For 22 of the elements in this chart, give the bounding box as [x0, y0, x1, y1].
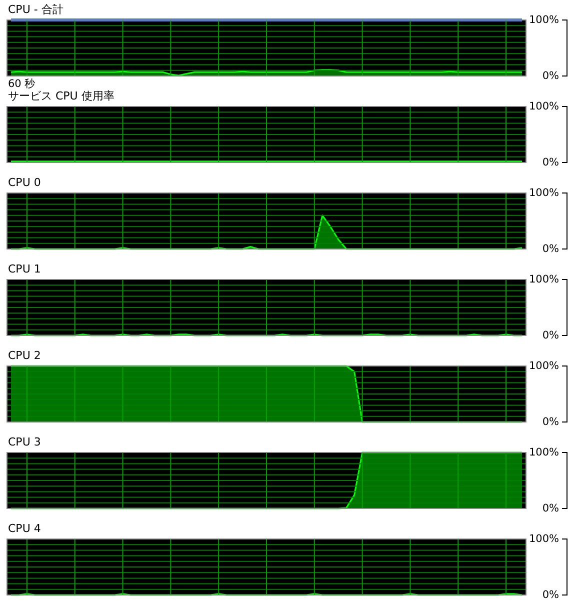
- y-tick-label: 100%: [528, 446, 560, 458]
- y-tick-label: 100%: [528, 100, 560, 112]
- x-axis-title: 60 秒: [8, 78, 36, 90]
- y-tick-label: 0%: [542, 70, 560, 82]
- y-tick-label: 0%: [542, 589, 560, 601]
- y-tick-label: 0%: [542, 243, 560, 255]
- y-tick-label: 100%: [528, 533, 560, 545]
- y-tick-label: 100%: [528, 187, 560, 199]
- y-tick-label: 100%: [528, 274, 560, 286]
- chart-title: CPU 4: [8, 522, 41, 535]
- y-tick-label: 100%: [528, 360, 560, 372]
- y-tick-label: 0%: [542, 156, 560, 168]
- chart-title: CPU 1: [8, 262, 41, 276]
- chart-title: CPU 3: [8, 436, 41, 448]
- y-tick-label: 0%: [542, 502, 560, 514]
- y-tick-label: 0%: [542, 330, 560, 342]
- chart-title: CPU 2: [8, 349, 41, 362]
- y-tick-label: 100%: [528, 14, 560, 26]
- chart-title: CPU - 合計: [8, 3, 64, 16]
- chart-title: CPU 0: [8, 176, 41, 189]
- y-tick-label: 0%: [542, 416, 560, 428]
- chart-title: サービス CPU 使用率: [8, 90, 114, 102]
